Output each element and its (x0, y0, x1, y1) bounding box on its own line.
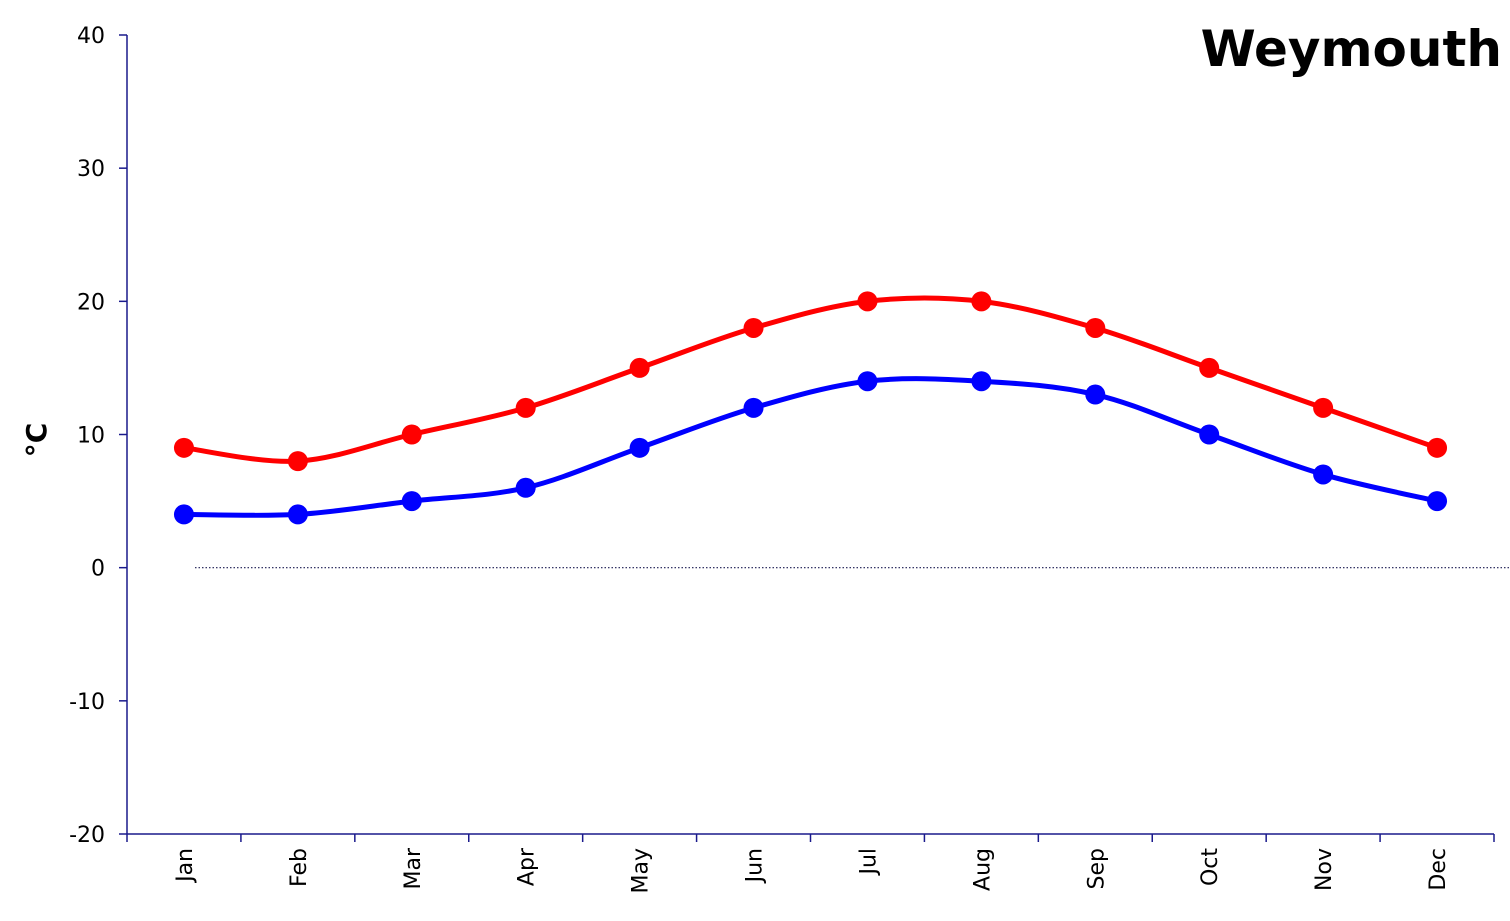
axes: 40 30 20 10 0 -10 -20 Jan Feb Mar Apr May Jun Jul Aug S… (69, 24, 1510, 893)
x-tick-label: Dec (1426, 848, 1451, 891)
series-0-point-apr (515, 397, 536, 418)
y-tick-label: 20 (77, 290, 105, 315)
x-tick-label: May (629, 848, 654, 893)
series-0-point-dec (1427, 437, 1448, 458)
series-0-point-nov (1313, 397, 1334, 418)
series-1-point-mar (401, 491, 422, 512)
y-tick-label: 30 (77, 157, 105, 182)
series-0-point-may (629, 357, 650, 378)
series-0-point-aug (971, 291, 992, 312)
x-tick-label: Feb (287, 848, 312, 887)
x-tick-label: Nov (1312, 848, 1337, 891)
series-1-point-apr (515, 477, 536, 498)
x-tick-label: Mar (401, 847, 426, 889)
y-tick-label: 10 (77, 424, 105, 449)
x-tick-label: Aug (970, 848, 995, 891)
series-1-point-sep (1085, 384, 1106, 405)
series-1-point-dec (1427, 491, 1448, 512)
y-tick-label: 0 (91, 557, 105, 582)
y-tick-label: -20 (69, 823, 105, 848)
y-tick-label: -10 (69, 690, 105, 715)
chart-title: Weymouth (1201, 20, 1502, 78)
x-tick-label: Oct (1198, 848, 1223, 886)
series-1-point-oct (1199, 424, 1220, 445)
series-0-point-sep (1085, 317, 1106, 338)
series-1-point-may (629, 437, 650, 458)
series-0-point-jan (173, 437, 194, 458)
x-tick-label: Apr (515, 847, 540, 886)
series-1-point-jul (857, 371, 878, 392)
series-0-point-jun (743, 317, 764, 338)
series-0-point-feb (287, 451, 308, 472)
series-0-point-oct (1199, 357, 1220, 378)
series-0-point-mar (401, 424, 422, 445)
x-tick-label: Jul (856, 848, 881, 877)
series-layer (173, 291, 1448, 525)
x-tick-label: Jun (743, 848, 768, 884)
series-1-point-aug (971, 371, 992, 392)
y-tick-label: 40 (77, 24, 105, 49)
x-tick-label: Sep (1084, 848, 1109, 889)
series-1-point-nov (1313, 464, 1334, 485)
series-1-point-jun (743, 397, 764, 418)
y-axis-label: °C (20, 423, 53, 458)
x-tick-label: Jan (173, 848, 198, 884)
series-line-0 (181, 295, 1440, 464)
series-1-point-feb (287, 504, 308, 525)
series-0-point-jul (857, 291, 878, 312)
series-1-point-jan (173, 504, 194, 525)
